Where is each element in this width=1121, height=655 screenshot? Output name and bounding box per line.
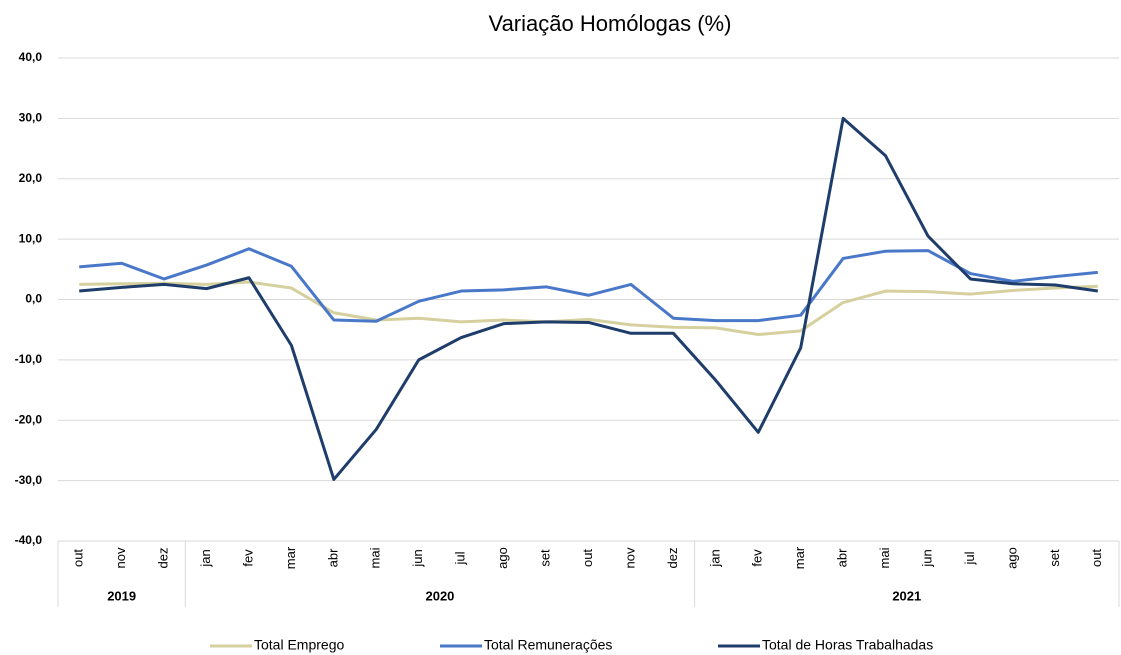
- legend-label: Total Remunerações: [484, 637, 612, 653]
- legend-label: Total Emprego: [254, 637, 344, 653]
- x-tick-label: abr: [835, 548, 850, 567]
- x-tick-label: mar: [792, 546, 807, 569]
- x-tick-label: dez: [665, 548, 680, 569]
- y-tick-label: 20,0: [19, 171, 43, 185]
- x-tick-label: mai: [368, 547, 383, 568]
- x-tick-label: abr: [325, 548, 340, 567]
- y-tick-label: 30,0: [19, 111, 43, 125]
- x-tick-label: nov: [113, 547, 128, 568]
- x-tick-label: fev: [750, 549, 765, 567]
- y-tick-label: 40,0: [19, 50, 43, 64]
- x-tick-label: set: [537, 549, 552, 567]
- x-tick-label: out: [71, 549, 86, 567]
- series-line: [79, 116, 1098, 481]
- x-tick-label: jan: [707, 549, 722, 567]
- year-label: 2020: [425, 588, 454, 603]
- y-tick-label: -30,0: [15, 473, 43, 487]
- y-tick-label: -20,0: [15, 412, 43, 426]
- x-tick-label: fev: [240, 549, 255, 567]
- x-tick-label: jul: [453, 551, 468, 565]
- series-line: [79, 280, 1098, 337]
- y-tick-label: 10,0: [19, 231, 43, 245]
- x-tick-label: dez: [156, 548, 171, 569]
- x-tick-label: out: [1089, 549, 1104, 567]
- y-tick-label: -40,0: [15, 533, 43, 547]
- y-tick-label: 0,0: [25, 292, 42, 306]
- x-tick-label: ago: [495, 547, 510, 569]
- x-tick-label: jun: [410, 549, 425, 567]
- x-tick-label: nov: [622, 547, 637, 568]
- series-line: [79, 247, 1098, 323]
- x-tick-label: set: [1047, 549, 1062, 567]
- year-label: 2019: [107, 588, 136, 603]
- x-tick-label: out: [580, 549, 595, 567]
- x-tick-label: ago: [1004, 547, 1019, 569]
- legend-label: Total de Horas Trabalhadas: [762, 637, 933, 653]
- x-tick-label: mar: [283, 546, 298, 569]
- x-tick-label: jul: [962, 551, 977, 565]
- x-tick-label: jan: [198, 549, 213, 567]
- chart-title: Variação Homólogas (%): [489, 11, 732, 36]
- x-tick-label: mai: [877, 547, 892, 568]
- year-label: 2021: [892, 588, 921, 603]
- y-tick-label: -10,0: [15, 352, 43, 366]
- x-tick-label: jun: [919, 549, 934, 567]
